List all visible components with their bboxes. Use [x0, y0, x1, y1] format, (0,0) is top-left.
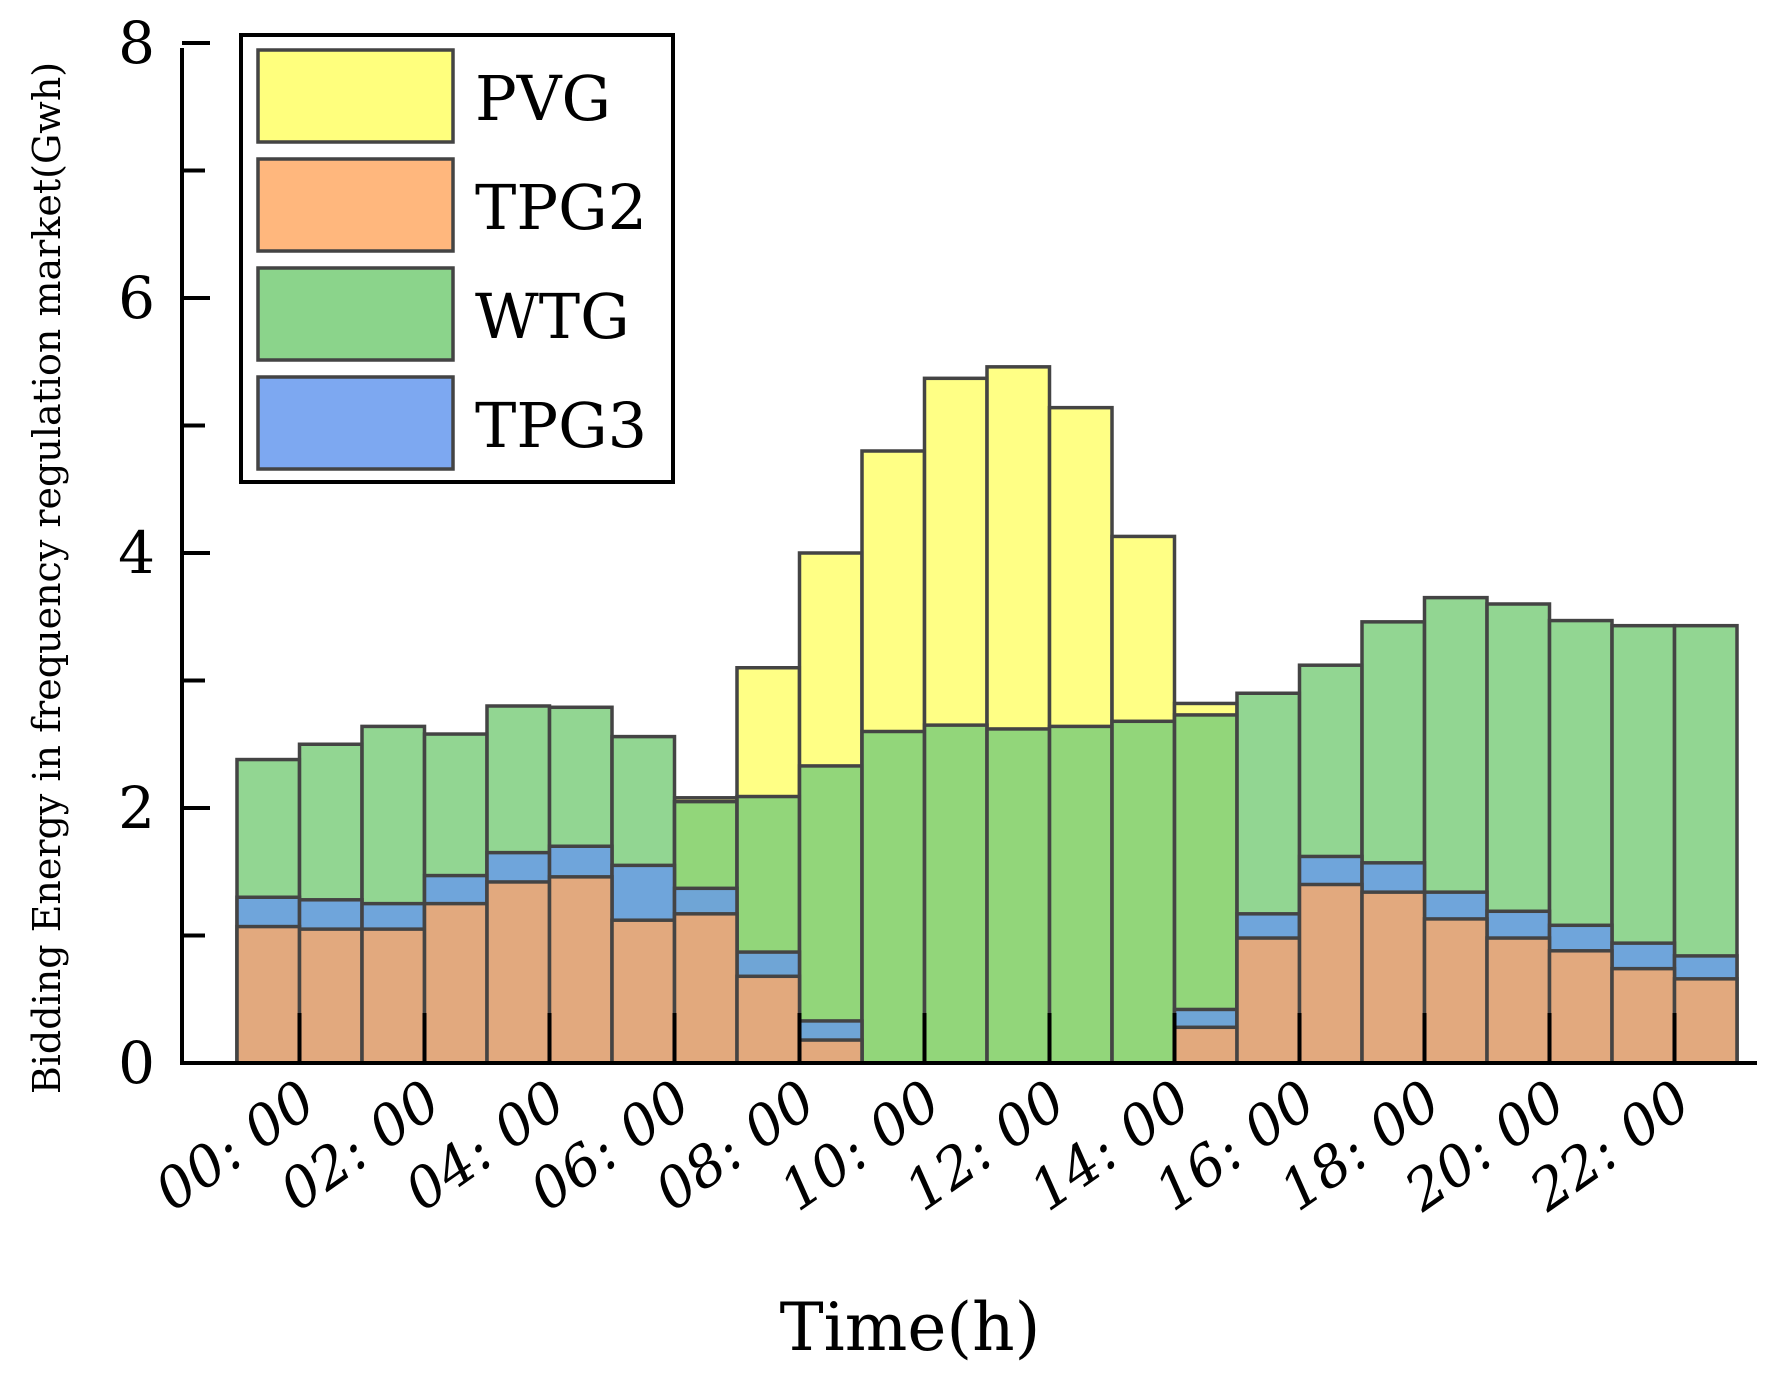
bar-tpg2-h3 — [422, 901, 489, 1065]
bar-tpg2-h5 — [547, 875, 614, 1065]
bar-tpg2-h0 — [235, 924, 302, 1065]
bar-tpg2-h15 — [1172, 1025, 1239, 1065]
bar-tpg2-h6 — [610, 918, 677, 1065]
bar-tpg2-h21 — [1547, 949, 1614, 1065]
bar-tpg2-h8 — [735, 974, 802, 1065]
bar-wtg-h10 — [860, 729, 927, 1065]
bar-tpg2-h4 — [485, 880, 552, 1065]
y-tick-label: 4 — [118, 519, 155, 587]
bar-tpg2-h7 — [672, 912, 739, 1065]
legend-label-pvg: PVG — [475, 62, 611, 135]
legend-swatch-tpg2 — [256, 157, 455, 253]
legend-swatch-wtg — [256, 266, 455, 362]
bar-tpg2-h22 — [1610, 966, 1677, 1065]
legend-label-wtg: WTG — [475, 280, 630, 353]
x-axis-title: Time(h) — [780, 1289, 1041, 1366]
bar-tpg2-h18 — [1360, 890, 1427, 1065]
bar-wtg-h11 — [922, 723, 989, 1065]
bar-tpg2-h23 — [1672, 977, 1739, 1065]
legend-swatch-tpg3 — [256, 375, 455, 471]
bar-wtg-h12 — [985, 727, 1052, 1065]
legend-label-tpg2: TPG2 — [475, 171, 647, 244]
legend-label-tpg3: TPG3 — [475, 389, 647, 462]
inner-ticks — [297, 1013, 1677, 1063]
y-tick-label: 6 — [118, 264, 155, 332]
y-ticks: 0 2 4 6 8 — [118, 9, 210, 1097]
bar-tpg2-h20 — [1485, 936, 1552, 1065]
bar-tpg2-h17 — [1297, 882, 1364, 1065]
bar-tpg2-h2 — [360, 927, 427, 1065]
bar-wtg-h9 — [797, 764, 864, 1065]
legend-swatch-pvg — [256, 48, 455, 144]
bar-tpg2-h16 — [1235, 936, 1302, 1065]
bar-wtg-h14 — [1110, 719, 1177, 1065]
bar-tpg2-h1 — [297, 927, 364, 1065]
bar-wtg-h13 — [1047, 724, 1114, 1065]
y-tick-label: 0 — [118, 1029, 155, 1097]
bar-tpg2-h9 — [797, 1038, 864, 1065]
y-tick-label: 2 — [118, 774, 155, 842]
y-axis-title: Bidding Energy in frequency regulation m… — [25, 62, 69, 1094]
bar-tpg2-h19 — [1422, 917, 1489, 1065]
bars-layer — [235, 365, 1739, 1065]
legend: PVG TPG2 WTG TPG3 — [239, 33, 675, 484]
y-tick-label: 8 — [118, 9, 155, 77]
